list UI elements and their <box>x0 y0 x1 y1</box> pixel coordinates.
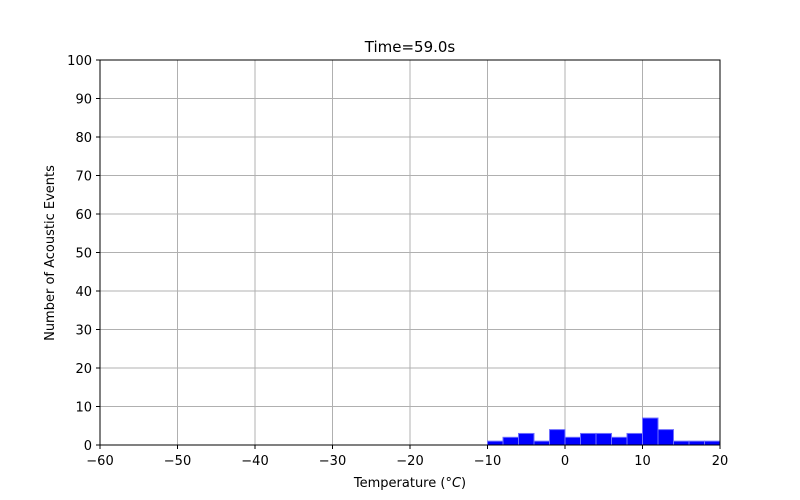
x-tick-label: −20 <box>396 454 423 469</box>
chart-title: Time=59.0s <box>364 38 456 56</box>
histogram-bar <box>642 417 659 446</box>
histogram-bar <box>502 436 519 446</box>
histogram-bar <box>549 429 566 446</box>
y-tick-label: 60 <box>75 208 92 223</box>
histogram-bar <box>673 440 690 446</box>
histogram-bar <box>487 440 504 446</box>
histogram-bar <box>595 432 612 446</box>
x-tick-label: −60 <box>86 454 113 469</box>
y-tick-label: 0 <box>84 439 92 454</box>
histogram-bar <box>611 436 628 446</box>
x-axis-label-close: ) <box>461 476 466 491</box>
x-tick-label: 0 <box>561 454 569 469</box>
histogram-bar <box>533 440 550 446</box>
histogram-bar <box>704 440 721 446</box>
y-tick-label: 50 <box>75 247 92 262</box>
y-tick-label: 80 <box>75 131 92 146</box>
x-tick-label: 10 <box>634 454 651 469</box>
y-tick-label: 10 <box>75 401 92 416</box>
histogram-bar <box>688 440 705 446</box>
x-axis-label-unit: °C <box>445 476 462 491</box>
y-tick-label: 70 <box>75 170 92 185</box>
y-tick-label: 20 <box>75 362 92 377</box>
x-tick-label: −40 <box>241 454 268 469</box>
grid-lines <box>99 59 721 446</box>
x-tick-label: −30 <box>319 454 346 469</box>
x-tick-label: −50 <box>164 454 191 469</box>
y-axis-label: Number of Acoustic Events <box>43 165 58 341</box>
histogram-bar <box>564 436 581 446</box>
histogram-bar <box>626 432 643 446</box>
y-tick-label: 100 <box>67 54 92 69</box>
y-tick-label: 90 <box>75 93 92 108</box>
y-axis-ticks: 0 10 20 30 40 50 60 70 80 90 100 <box>67 54 100 454</box>
y-tick-label: 30 <box>75 324 92 339</box>
histogram-bar <box>657 429 674 446</box>
x-tick-label: −10 <box>474 454 501 469</box>
x-axis-ticks: −60 −50 −40 −30 −20 −10 0 10 20 <box>86 445 728 469</box>
x-axis-label: Temperature (°C) <box>353 476 466 491</box>
y-tick-label: 40 <box>75 285 92 300</box>
histogram-bar <box>518 432 535 446</box>
x-tick-label: 20 <box>712 454 729 469</box>
histogram-bar <box>580 432 597 446</box>
x-axis-label-main: Temperature ( <box>353 476 446 491</box>
